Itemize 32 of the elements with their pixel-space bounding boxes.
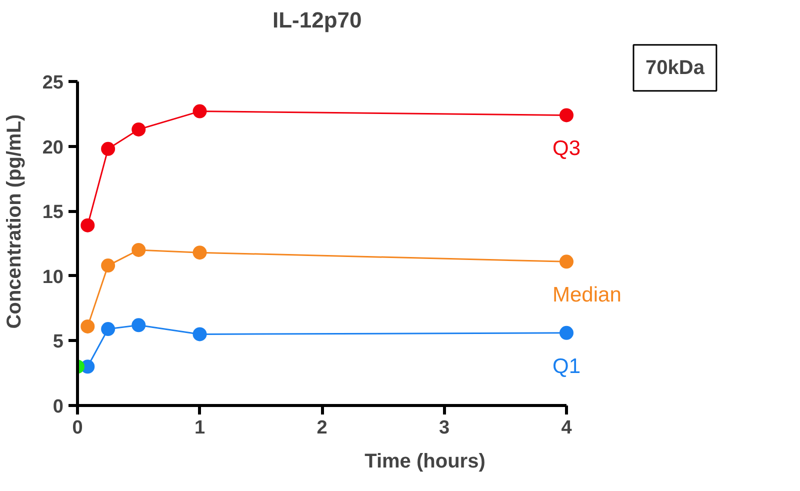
- text: 70kDa: [646, 56, 706, 79]
- y-tick-label: 20: [42, 137, 64, 158]
- point: [192, 246, 207, 260]
- series-label: Q1: [552, 354, 581, 378]
- point: [80, 218, 95, 232]
- x-tick-label: 3: [438, 418, 450, 438]
- y-tick-label: 0: [52, 396, 64, 418]
- x-tick-label: 4: [561, 418, 572, 438]
- y-tick-label: 10: [42, 266, 64, 288]
- y-tick-label: 25: [42, 72, 64, 94]
- series-label: Q3: [552, 137, 581, 160]
- point: [560, 254, 574, 269]
- x-axis-title: Time (hours): [364, 450, 486, 472]
- point: [101, 142, 116, 156]
- point: [192, 104, 207, 118]
- y-tick-label: 5: [52, 332, 64, 353]
- point: [101, 258, 116, 273]
- point: [132, 122, 146, 136]
- point: [560, 108, 574, 122]
- point: [101, 322, 116, 336]
- point: [132, 242, 146, 257]
- y-tick-label: 15: [42, 202, 64, 224]
- point: [560, 326, 574, 340]
- chart-title: IL-12p70: [272, 8, 362, 32]
- point: [132, 318, 146, 332]
- point: [192, 327, 207, 342]
- x-tick-label: 2: [316, 418, 328, 438]
- x-tick-label: 0: [72, 418, 83, 438]
- y-axis-title: Concentration (pg/mL): [3, 114, 26, 329]
- x-tick-label: 1: [194, 418, 206, 438]
- point: [80, 319, 95, 334]
- series-label: Median: [552, 284, 622, 307]
